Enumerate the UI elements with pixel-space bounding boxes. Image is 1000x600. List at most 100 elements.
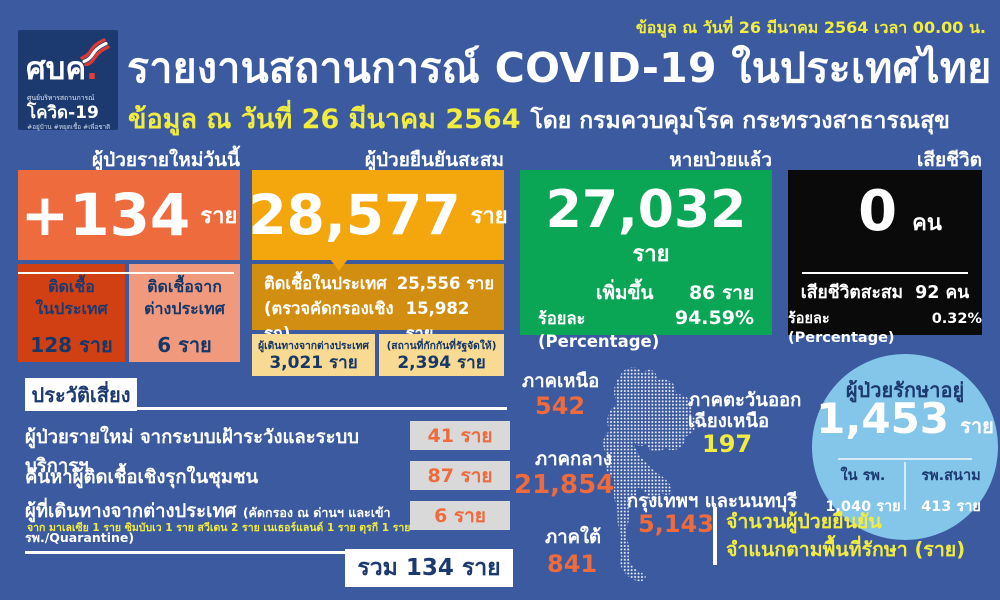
cumulative-domestic-value: 25,556 ราย bbox=[396, 274, 494, 293]
cumulative-domestic-label: ติดเชื้อในประเทศ bbox=[264, 274, 387, 293]
cumulative-breakdown-box: ติดเชื้อในประเทศ 25,556 ราย (ตรวจคัดกรอง… bbox=[252, 264, 504, 343]
deaths-cumulative-value: 92 คน bbox=[915, 283, 970, 303]
new-cases-domestic-box: ติดเชื้อ ในประเทศ 128 ราย bbox=[18, 264, 125, 362]
region-north-label: ภาคเหนือ bbox=[522, 371, 600, 392]
risk-total-box: รวม 134 ราย bbox=[345, 549, 513, 587]
risk-history-title: ประวัติเสี่ยง bbox=[25, 378, 137, 411]
thailand-dot-map bbox=[603, 367, 696, 582]
in-treatment-value-row: 1,453 ราย bbox=[812, 398, 998, 442]
recovered-unit: ราย bbox=[632, 242, 670, 267]
risk-row-travelers-note: (คัดกรอง ณ ด่านฯ และเข้ารพ./Quarantine) bbox=[25, 505, 391, 545]
field-hospital-label: รพ.สนาม bbox=[921, 468, 981, 484]
map-caption-line1: จำนวนผู้ป่วยยืนยัน bbox=[726, 510, 882, 533]
cumulative-domestic-row: ติดเชื้อในประเทศ 25,556 ราย bbox=[264, 272, 494, 297]
logo-covid-line: โควิด-19 bbox=[27, 103, 99, 123]
risk-row-surveillance-label: ผู้ป่วยรายใหม่ จากระบบเฝ้าระวังและระบบบร… bbox=[25, 427, 360, 477]
recovered-value-row: 27,032 ราย bbox=[534, 184, 758, 271]
risk-row-travelers-value: 6 ราย bbox=[410, 501, 510, 530]
recovered-value: 27,032 bbox=[545, 180, 747, 240]
risk-title-rule bbox=[136, 407, 507, 410]
risk-row-active-search-label: ค้นหาผู้ติดเชื้อเชิงรุกในชุมชน bbox=[25, 467, 259, 488]
region-central-label: ภาคกลาง bbox=[535, 449, 612, 470]
field-hospital-value: 413 ราย bbox=[921, 499, 981, 515]
deaths-percent-value: 0.32% bbox=[931, 311, 982, 327]
region-northeast-value: 197 bbox=[702, 430, 753, 458]
recovered-increase-label: เพิ่มขึ้น bbox=[596, 282, 654, 304]
deaths-cumulative-label: เสียชีวิตสะสม bbox=[800, 283, 904, 303]
new-cases-domestic-value: 128 ราย bbox=[30, 333, 113, 358]
subtitle-date: ข้อมูล ณ วันที่ 26 มีนาคม 2564 bbox=[128, 104, 521, 135]
recovered-divider bbox=[18, 272, 234, 274]
recovered-percent-label: ร้อยละ (Percentage) bbox=[538, 309, 660, 351]
recovered-increase-value: 86 ราย bbox=[688, 282, 754, 304]
hospital-column: ใน รพ. 1,040 ราย bbox=[820, 464, 906, 518]
page-title: รายงานสถานการณ์ COVID-19 ในประเทศไทย bbox=[127, 44, 992, 92]
region-south-value: 841 bbox=[547, 550, 598, 578]
recovered-percent-value: 94.59% bbox=[674, 307, 754, 329]
page-subtitle: ข้อมูล ณ วันที่ 26 มีนาคม 2564 โดย กรมควบ… bbox=[128, 97, 998, 140]
new-cases-card: +134 ราย bbox=[18, 170, 240, 260]
risk-row-surveillance-value: 41 ราย bbox=[410, 421, 510, 450]
circle-horizontal-divider bbox=[838, 458, 972, 460]
logo-org-line: ศูนย์บริหารสถานการณ์ bbox=[27, 94, 95, 102]
region-central-value: 21,854 bbox=[514, 470, 615, 500]
map-caption-bar bbox=[713, 507, 717, 565]
risk-row-travelers-footnote: จาก มาเลเซีย 1 ราย ซิมบับเว 1 ราย สวีเดน… bbox=[27, 522, 411, 534]
map-caption: จำนวนผู้ป่วยยืนยัน จำแนกตามพื้นที่รักษา … bbox=[726, 508, 965, 565]
cumulative-unit: ราย bbox=[470, 203, 508, 229]
deaths-percent-label: ร้อยละ (Percentage) bbox=[788, 311, 895, 346]
thai-flag-ribbon-icon bbox=[80, 38, 110, 66]
in-treatment-unit: ราย bbox=[960, 414, 994, 438]
risk-row-travelers-label: ผู้ที่เดินทางจากต่างประเทศ (คัดกรอง ณ ด่… bbox=[25, 501, 391, 545]
subtitle-source: โดย กรมควบคุมโรค กระทรวงสาธารณสุข bbox=[530, 108, 950, 134]
cumulative-travelers-value: 3,021 ราย bbox=[269, 353, 358, 373]
cumulative-travelers-box: ผู้เดินทางจากต่างประเทศ 3,021 ราย bbox=[252, 334, 375, 376]
logo-abbr: ศบค. bbox=[26, 51, 98, 87]
recovered-percent-row: ร้อยละ (Percentage) 94.59% bbox=[538, 306, 754, 351]
recovered-card: 27,032 ราย bbox=[520, 170, 772, 335]
cumulative-quarantine-label: (สถานที่กักกันที่รัฐจัดให้) bbox=[386, 340, 497, 352]
cumulative-travelers-label: ผู้เดินทางจากต่างประเทศ bbox=[258, 340, 369, 352]
logo-tagline: #อยู่บ้าน #หยุดเชื้อ #เพื่อชาติ bbox=[27, 124, 111, 131]
region-south-label: ภาคใต้ bbox=[545, 527, 602, 548]
new-cases-imported-label: ติดเชื้อจาก ต่างประเทศ bbox=[144, 277, 225, 318]
cumulative-card-notch bbox=[330, 259, 348, 271]
new-cases-unit: ราย bbox=[200, 203, 238, 229]
new-cases-domestic-label: ติดเชื้อ ในประเทศ bbox=[35, 277, 108, 318]
map-caption-line2: จำแนกตามพื้นที่รักษา (ราย) bbox=[726, 538, 966, 562]
deaths-value-row: 0 คน bbox=[788, 184, 982, 240]
risk-total-rule bbox=[25, 551, 345, 554]
region-north-value: 542 bbox=[535, 392, 586, 420]
cumulative-card-label: ผู้ป่วยยืนยันสะสม bbox=[364, 149, 504, 171]
region-northeast-label: ภาคตะวันออก เฉียงเหนือ bbox=[688, 390, 802, 433]
new-cases-imported-value: 6 ราย bbox=[157, 333, 212, 358]
new-cases-value: +134 bbox=[20, 181, 191, 249]
hospital-label: ใน รพ. bbox=[840, 468, 886, 484]
cumulative-value: 28,577 bbox=[248, 182, 461, 247]
cumulative-quarantine-box: (สถานที่กักกันที่รัฐจัดให้) 2,394 ราย bbox=[379, 334, 504, 376]
in-treatment-value: 1,453 bbox=[816, 394, 950, 443]
logo-abbr-dot: . bbox=[86, 51, 98, 87]
deaths-unit: คน bbox=[912, 211, 942, 236]
as-of-datetime: ข้อมูล ณ วันที่ 26 มีนาคม 2564 เวลา 00.0… bbox=[635, 18, 986, 37]
ccsa-logo: ศบค. ศูนย์บริหารสถานการณ์ โควิด-19 #อยู่… bbox=[18, 30, 118, 131]
cumulative-card: 28,577 ราย bbox=[248, 170, 508, 260]
hospital-value: 1,040 ราย bbox=[825, 499, 901, 515]
deaths-card: 0 คน bbox=[788, 170, 982, 335]
cumulative-quarantine-value: 2,394 ราย bbox=[397, 353, 486, 373]
deaths-value: 0 bbox=[858, 179, 898, 244]
in-treatment-label: ผู้ป่วยรักษาอยู่ bbox=[845, 378, 965, 402]
deaths-card-label: เสียชีวิต bbox=[916, 149, 982, 171]
recovered-increase-row: เพิ่มขึ้น 86 ราย bbox=[538, 278, 754, 308]
deaths-divider bbox=[802, 272, 968, 274]
region-bangkok-value: 5,143 bbox=[638, 510, 714, 538]
field-hospital-column: รพ.สนาม 413 ราย bbox=[908, 464, 994, 518]
recovered-card-label: หายป่วยแล้ว bbox=[669, 149, 772, 171]
deaths-percent-row: ร้อยละ (Percentage) 0.32% bbox=[788, 307, 982, 346]
deaths-cumulative-row: เสียชีวิตสะสม 92 คน bbox=[788, 278, 982, 306]
risk-row-active-search-value: 87 ราย bbox=[410, 461, 510, 490]
new-cases-card-label: ผู้ป่วยรายใหม่วันนี้ bbox=[92, 149, 240, 171]
in-treatment-circle: ผู้ป่วยรักษาอยู่ 1,453 ราย ใน รพ. 1,040 … bbox=[812, 354, 998, 540]
new-cases-imported-box: ติดเชื้อจาก ต่างประเทศ 6 ราย bbox=[129, 264, 240, 362]
